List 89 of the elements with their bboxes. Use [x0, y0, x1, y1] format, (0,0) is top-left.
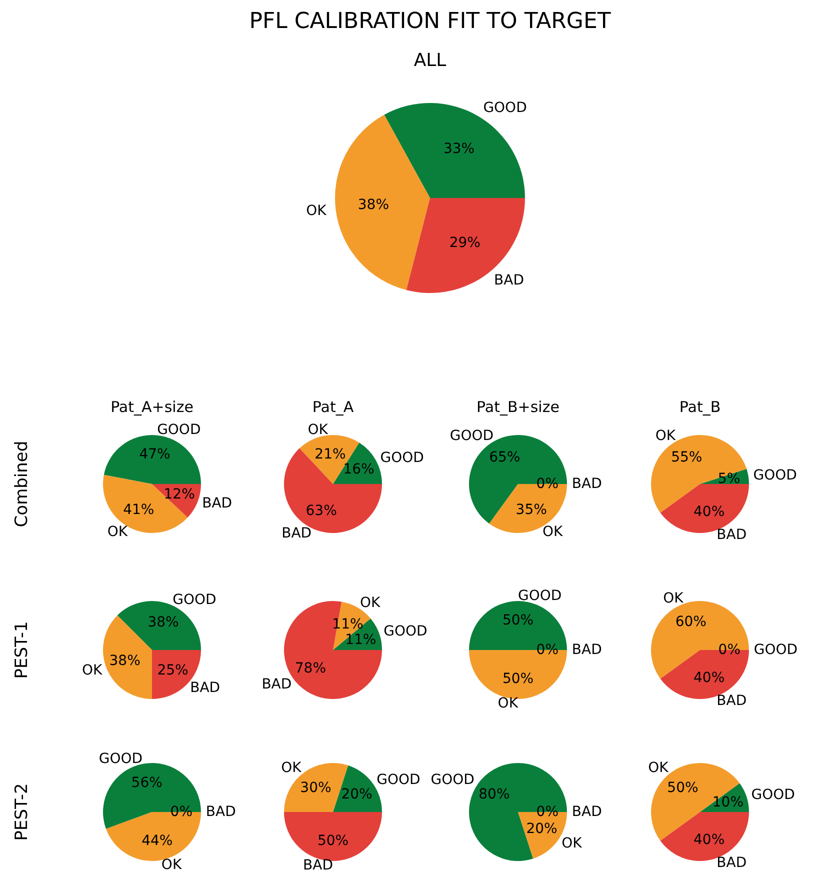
- data-label: 38%: [109, 653, 140, 670]
- slice-label: GOOD: [384, 623, 428, 640]
- slice-label: OK: [107, 524, 128, 540]
- slice-label: OK: [562, 836, 583, 852]
- data-label: 50%: [667, 780, 698, 796]
- slice-label: OK: [655, 428, 676, 444]
- data-label: 50%: [502, 671, 534, 688]
- slice-label: BAD: [716, 855, 747, 872]
- data-label: 40%: [694, 504, 725, 520]
- data-label: 11%: [345, 632, 376, 648]
- data-label: 38%: [148, 614, 179, 631]
- pie-slice: [406, 198, 525, 293]
- data-label: 65%: [489, 450, 520, 466]
- pie-slice: [335, 114, 430, 290]
- data-label: 21%: [314, 446, 346, 463]
- slice-label: OK: [82, 662, 104, 678]
- data-label: 78%: [294, 660, 326, 677]
- data-label: 38%: [358, 196, 390, 213]
- data-label: 50%: [502, 612, 534, 628]
- data-label: 80%: [478, 786, 510, 803]
- data-label: 35%: [516, 502, 547, 518]
- text: Combined: [12, 440, 32, 528]
- text: PEST-2: [12, 783, 32, 841]
- slice-label: BAD: [303, 858, 333, 873]
- slice-label: GOOD: [450, 428, 494, 444]
- data-label: 10%: [712, 794, 744, 811]
- chart-subtitle: ALL: [414, 50, 446, 71]
- chart-title: Pat_A+size: [110, 398, 194, 416]
- slice-label: OK: [281, 760, 302, 776]
- category-label: GOOD: [754, 642, 798, 658]
- data-label: 25%: [157, 662, 188, 679]
- slice-label: BAD: [282, 525, 312, 542]
- slice-label: BAD: [716, 693, 747, 710]
- data-label: 40%: [694, 670, 725, 686]
- data-label: 56%: [131, 774, 162, 791]
- slice-label: BAD: [262, 676, 292, 692]
- chart-title: Pat_B+size: [476, 398, 560, 416]
- data-label: 41%: [123, 502, 154, 518]
- slice-label: OK: [498, 696, 519, 712]
- slice-label: GOOD: [753, 467, 797, 484]
- category-label: BAD: [572, 804, 602, 820]
- pie-slice: [103, 763, 201, 829]
- data-label: 20%: [341, 786, 372, 803]
- pie-slice: [284, 812, 382, 861]
- data-label: 55%: [671, 450, 702, 466]
- chart-title: PFL CALIBRATION FIT TO TARGET: [249, 9, 612, 34]
- slice-label: GOOD: [376, 772, 420, 788]
- data-label: 47%: [139, 446, 170, 463]
- data-label: 44%: [142, 832, 173, 849]
- slice-label: GOOD: [518, 588, 562, 604]
- data-label: 40%: [694, 832, 725, 848]
- pie-slice: [104, 435, 201, 484]
- text: PEST-1: [12, 621, 32, 679]
- category-label: BAD: [572, 642, 602, 658]
- slice-label: BAD: [202, 496, 232, 512]
- data-label: 5%: [718, 471, 740, 488]
- chart-title: Pat_A: [312, 398, 354, 416]
- slice-label: GOOD: [380, 450, 424, 466]
- slice-label: GOOD: [430, 772, 474, 788]
- slice-label: GOOD: [483, 100, 527, 116]
- data-label: 20%: [526, 821, 558, 838]
- data-label: 30%: [300, 780, 332, 796]
- slice-label: BAD: [190, 680, 220, 696]
- pie-slice: [384, 103, 525, 198]
- slice-label: OK: [360, 595, 382, 612]
- data-label: 63%: [306, 502, 337, 519]
- slice-label: OK: [542, 524, 564, 540]
- slice-label: GOOD: [751, 787, 795, 804]
- data-label: 33%: [443, 140, 475, 157]
- category-label: BAD: [206, 804, 236, 820]
- slice-label: OK: [663, 590, 684, 607]
- slice-label: OK: [308, 422, 329, 438]
- data-label: 11%: [332, 616, 364, 632]
- data-label: 50%: [317, 833, 349, 850]
- slice-label: BAD: [716, 527, 747, 544]
- slice-label: OK: [306, 202, 328, 219]
- slice-label: GOOD: [98, 750, 143, 767]
- data-label: 16%: [343, 462, 374, 478]
- data-label: 60%: [675, 614, 706, 630]
- data-label: 12%: [164, 486, 195, 503]
- slice-label: GOOD: [172, 592, 216, 608]
- slice-label: BAD: [494, 272, 524, 288]
- slice-label: OK: [648, 760, 670, 776]
- text: 0%: [718, 642, 741, 658]
- chart-title: Pat_B: [679, 398, 721, 416]
- slice-label: GOOD: [157, 422, 201, 438]
- slice-label: OK: [161, 856, 182, 873]
- category-label: BAD: [572, 476, 602, 492]
- data-label: 29%: [449, 234, 480, 251]
